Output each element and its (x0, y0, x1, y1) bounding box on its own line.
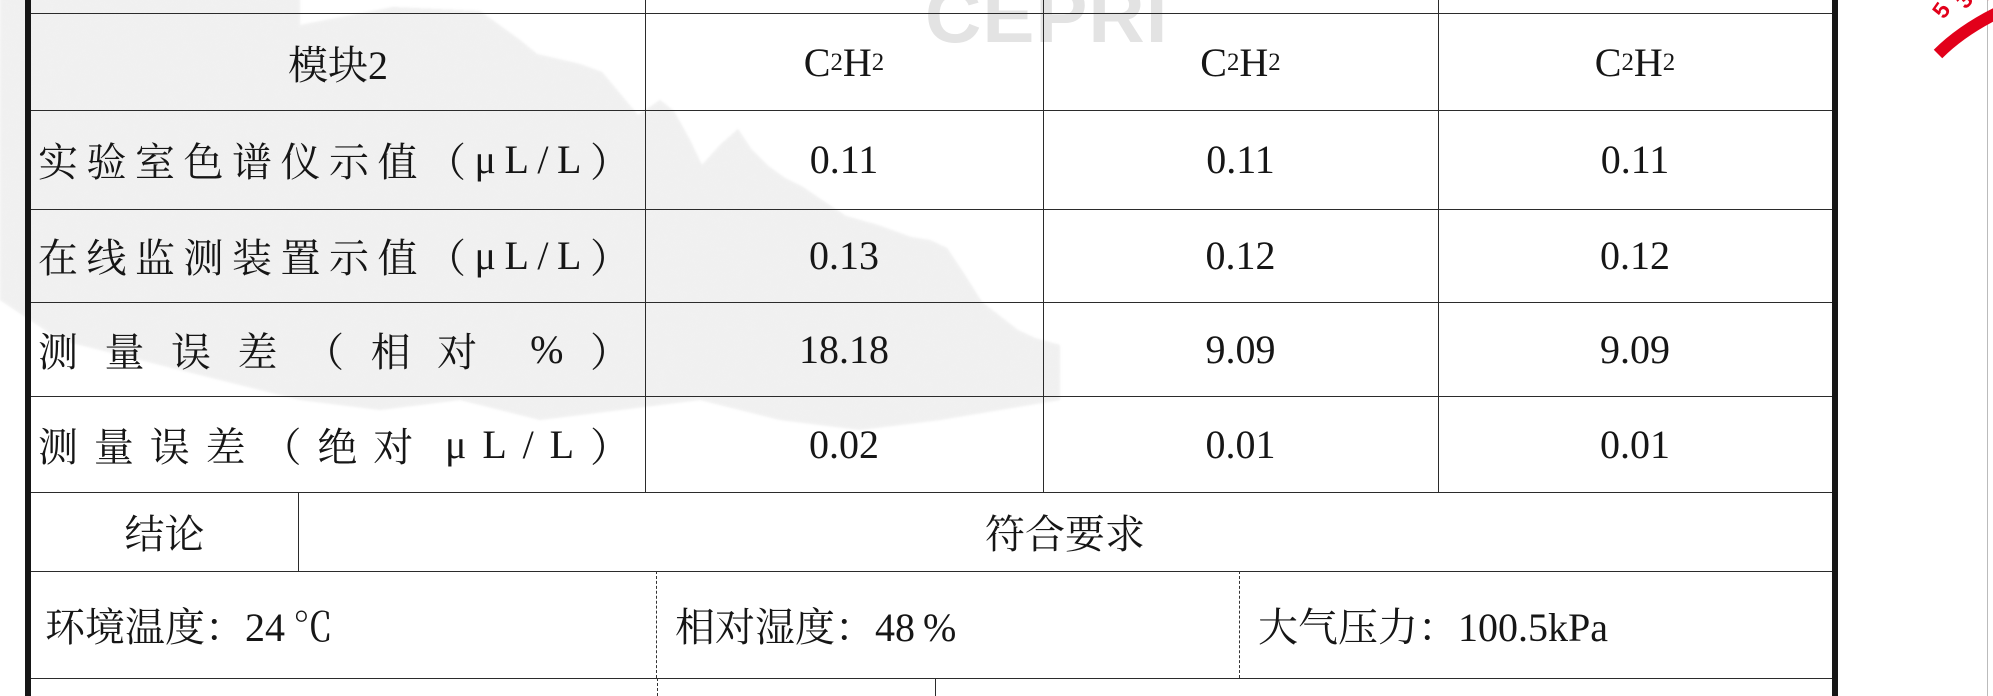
svg-text:3: 3 (1950, 0, 1978, 13)
svg-text:4: 4 (1976, 0, 1993, 7)
svg-text:5: 5 (1927, 0, 1956, 23)
